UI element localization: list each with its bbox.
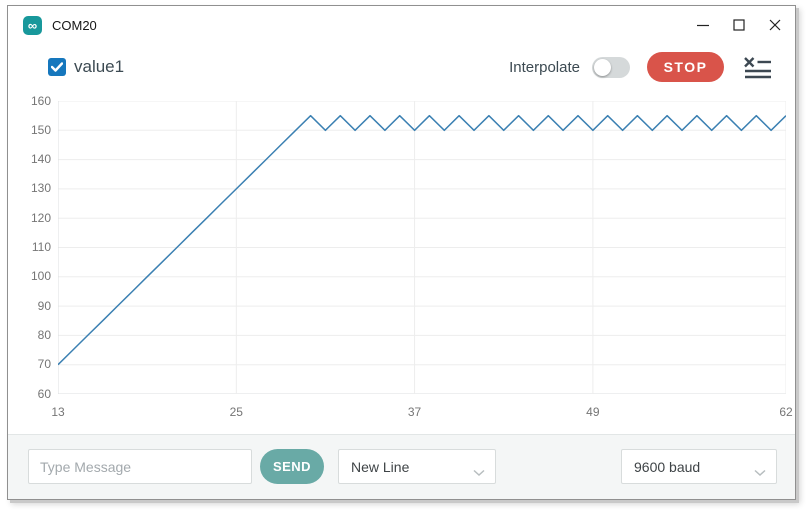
y-axis-labels: 60 70 80 90 100 110 120 130 140 150 160 xyxy=(8,94,51,401)
y-tick-label: 110 xyxy=(31,240,51,254)
close-icon xyxy=(769,19,781,31)
plot-area xyxy=(58,101,786,394)
line-ending-select[interactable]: New Line xyxy=(338,449,496,484)
x-axis-labels: 13 25 37 49 62 xyxy=(51,405,792,420)
serial-plotter-window: ∞ COM20 value1 Interpolate STOP xyxy=(7,5,796,500)
x-tick-label: 25 xyxy=(229,405,243,419)
y-tick-label: 160 xyxy=(30,93,51,108)
checkbox-checked-icon[interactable] xyxy=(48,58,66,76)
y-tick-label: 90 xyxy=(37,298,51,313)
close-button[interactable] xyxy=(757,6,793,44)
y-tick-label: 60 xyxy=(37,386,51,401)
window-controls xyxy=(685,6,793,44)
chevron-down-icon xyxy=(473,464,485,480)
clear-chart-icon[interactable] xyxy=(743,56,771,79)
y-tick-label: 120 xyxy=(30,210,51,225)
toggle-knob xyxy=(594,58,611,76)
stop-button[interactable]: STOP xyxy=(647,52,724,82)
y-tick-label: 150 xyxy=(30,122,51,137)
titlebar: ∞ COM20 xyxy=(8,6,795,44)
maximize-button[interactable] xyxy=(721,6,757,44)
y-tick-label: 140 xyxy=(30,152,51,167)
y-tick-label: 80 xyxy=(37,327,51,342)
minimize-button[interactable] xyxy=(685,6,721,44)
x-tick-label: 62 xyxy=(779,405,793,419)
arduino-logo-icon: ∞ xyxy=(23,15,42,35)
send-button[interactable]: SEND xyxy=(260,449,324,484)
toolbar-right-group: Interpolate STOP xyxy=(509,52,771,82)
series-label: value1 xyxy=(74,57,125,76)
y-tick-label: 100 xyxy=(30,269,51,284)
x-tick-label: 13 xyxy=(51,405,65,419)
window-title: COM20 xyxy=(52,17,97,33)
x-tick-label: 37 xyxy=(407,405,422,419)
interpolate-toggle[interactable] xyxy=(592,56,630,78)
chevron-down-icon xyxy=(754,464,766,480)
toolbar: value1 Interpolate STOP xyxy=(8,46,795,88)
y-tick-label: 70 xyxy=(37,357,51,372)
baud-rate-select[interactable]: 9600 baud xyxy=(621,449,777,484)
message-bar: SEND New Line 9600 baud xyxy=(8,434,795,499)
baud-rate-value: 9600 baud xyxy=(634,458,701,475)
series-toggle-value1[interactable]: value1 xyxy=(48,57,124,77)
maximize-icon xyxy=(733,19,745,31)
interpolate-label: Interpolate xyxy=(509,58,580,76)
message-input[interactable] xyxy=(28,449,252,484)
line-ending-value: New Line xyxy=(351,458,410,475)
y-tick-label: 130 xyxy=(30,181,51,196)
minimize-icon xyxy=(697,24,709,27)
x-tick-label: 49 xyxy=(586,405,600,419)
